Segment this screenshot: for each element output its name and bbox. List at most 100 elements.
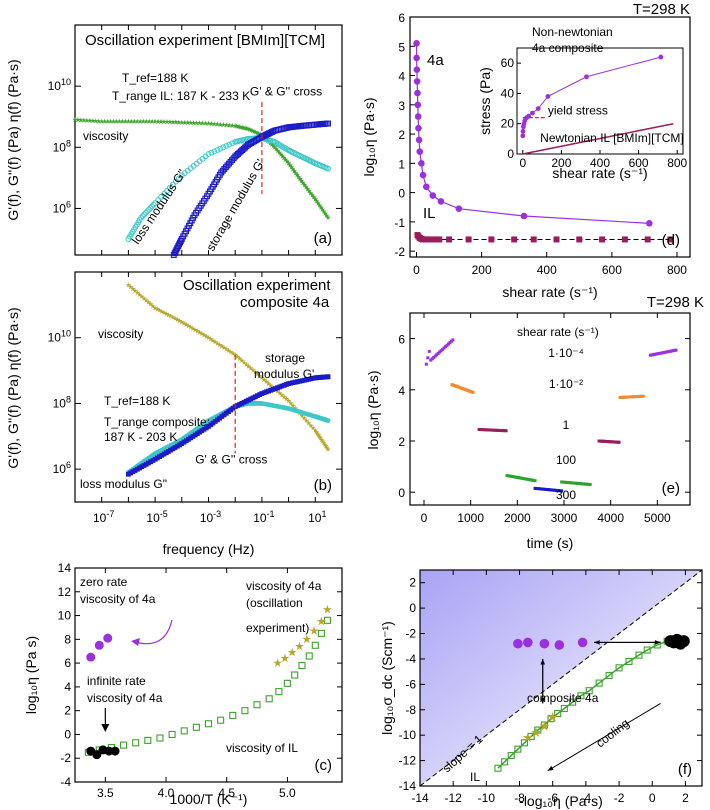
data-point: [641, 394, 645, 398]
data-point: [318, 437, 325, 443]
data-point: [554, 710, 562, 718]
panel-label: (a): [314, 230, 332, 247]
data-point: [211, 148, 218, 155]
data-point: [154, 306, 161, 312]
y-tick-label: 4: [398, 384, 405, 398]
data-point: [159, 308, 165, 314]
composite-label: composite 4a: [527, 691, 599, 705]
series-infinite-rate: [664, 633, 690, 650]
data-point: [220, 122, 227, 128]
data-point: [149, 203, 155, 210]
data-point: [145, 299, 152, 305]
data-point: [282, 156, 289, 163]
data-point: [210, 337, 216, 343]
data-point: [284, 158, 290, 164]
series-il: [414, 232, 674, 243]
data-point: [585, 482, 589, 486]
data-point: [300, 180, 306, 186]
series-infinite-rate-viscosity-of-4a: [86, 745, 120, 760]
data-point: [158, 194, 164, 200]
data-point: [174, 316, 181, 322]
data-point: [141, 211, 148, 218]
inset-y-tick-label: 60: [501, 56, 515, 70]
data-point: [522, 732, 533, 743]
data-point: [287, 647, 297, 657]
data-point: [501, 758, 509, 766]
data-point: [170, 119, 176, 125]
x-tick-label: 2000: [504, 511, 531, 525]
data-point: [182, 119, 188, 125]
data-point: [674, 348, 678, 352]
x-tick-label: -12: [445, 791, 463, 805]
data-point: [216, 342, 223, 348]
data-point: [547, 712, 558, 722]
data-point: [128, 118, 135, 124]
data-point: [208, 336, 214, 342]
data-point: [163, 311, 169, 317]
data-point: [270, 143, 276, 149]
data-point: [179, 319, 185, 325]
data-point: [311, 194, 317, 200]
data-point: [325, 120, 331, 127]
data-point: [306, 188, 312, 194]
data-point: [280, 653, 290, 663]
data-point: [566, 481, 570, 485]
legend-title: shear rate (s⁻¹): [517, 325, 599, 339]
series-il-label: IL: [423, 205, 436, 222]
segment-7: [618, 394, 645, 399]
data-point: [577, 482, 581, 486]
data-point: [196, 120, 203, 126]
series-4a-label: 4a: [427, 52, 444, 69]
data-point: [323, 443, 329, 449]
storage-label-2: modulus G': [254, 367, 314, 381]
data-point: [224, 162, 231, 169]
data-point: [232, 352, 238, 358]
data-point: [110, 118, 117, 124]
x-axis-label: time (s): [527, 535, 574, 551]
data-point: [667, 236, 674, 243]
data-point: [269, 141, 275, 147]
segment-8: [648, 348, 678, 357]
data-point: [479, 428, 483, 432]
data-point: [243, 361, 250, 367]
inset-data-point: [530, 110, 535, 116]
data-point: [483, 428, 487, 432]
data-point: [315, 432, 322, 438]
data-point: [298, 661, 306, 670]
data-point: [324, 444, 330, 451]
data-point: [265, 380, 272, 386]
data-point: [254, 371, 261, 377]
x-axis-label: -log₁₀η (Pa·s): [519, 793, 603, 809]
data-point: [317, 629, 325, 637]
data-point: [218, 169, 225, 176]
y-tick-label: 10: [58, 609, 72, 623]
legend-entry: 1·10⁻²: [549, 377, 583, 391]
y-tick-label: 6: [398, 11, 405, 25]
data-point: [177, 239, 183, 246]
data-point: [539, 638, 550, 649]
data-point: [188, 119, 194, 126]
data-point: [274, 388, 281, 394]
data-point: [287, 162, 293, 168]
data-point: [86, 652, 96, 662]
data-point: [219, 343, 225, 349]
data-point: [221, 165, 228, 172]
y-tick-label: 1: [398, 157, 405, 171]
data-point: [318, 204, 324, 210]
yield-stress-label: yield stress: [548, 104, 608, 118]
y-tick-label: 0: [398, 486, 405, 500]
panel-label: (b): [314, 477, 332, 494]
data-point: [155, 197, 161, 203]
cross-label: G' & G'' cross: [250, 84, 322, 98]
data-point: [419, 171, 427, 179]
data-point: [485, 428, 489, 432]
series-viscosity: [125, 282, 331, 452]
data-point: [576, 236, 583, 243]
data-point: [131, 118, 138, 124]
x-tick-label: 0: [413, 263, 420, 277]
data-point: [152, 118, 158, 124]
data-point: [465, 236, 472, 243]
data-point: [451, 338, 455, 342]
data-point: [314, 198, 320, 204]
data-point: [429, 192, 437, 199]
